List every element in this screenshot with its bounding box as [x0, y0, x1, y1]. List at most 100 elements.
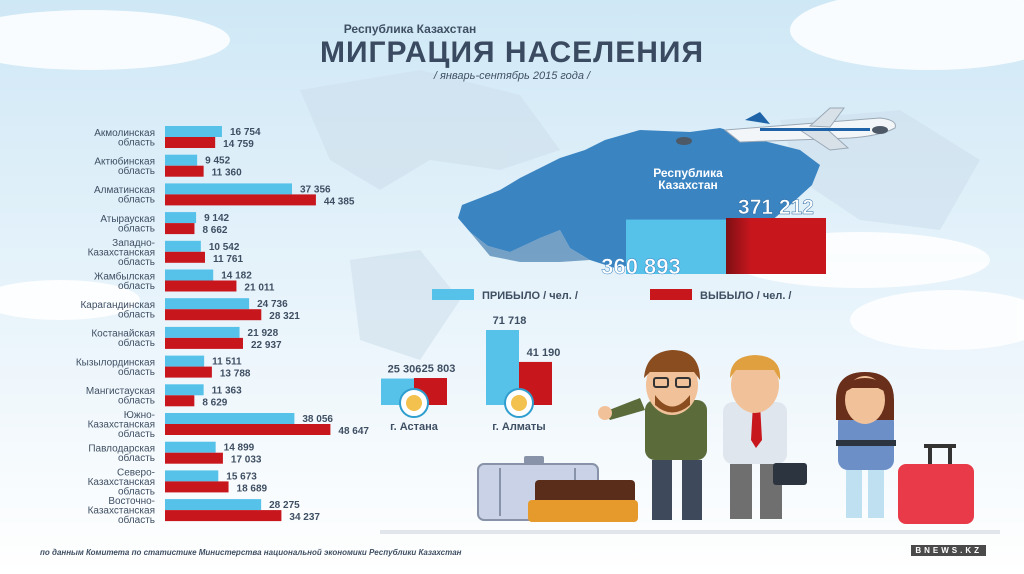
republic-bar-departed — [726, 218, 826, 274]
bar-arrived — [165, 212, 197, 224]
category-label: область — [118, 366, 155, 378]
bar-arrived — [165, 470, 219, 482]
data-label-departed: 44 385 — [324, 196, 355, 207]
category-label: область — [118, 428, 155, 440]
data-label-arrived: 21 928 — [248, 328, 279, 339]
data-label-departed: 11 761 — [213, 254, 243, 265]
bar-arrived — [165, 326, 240, 338]
cities-bar-chart: 25 306 25 803 г. Астана 71 718 41 190 г. Алма… — [381, 315, 560, 433]
category-label: Кызылординская — [76, 357, 155, 368]
data-label-arrived: 14 182 — [221, 271, 252, 282]
city-label-departed: 41 190 — [527, 347, 561, 359]
bar-arrived — [165, 298, 250, 310]
city-name: г. Алматы — [492, 421, 545, 433]
legend-label-arrived: ПРИБЫЛО / чел. / — [482, 290, 578, 302]
legend-label-departed: ВЫБЫЛО / чел. / — [700, 290, 792, 302]
bar-departed — [165, 251, 205, 263]
republic-title: Казахстан — [658, 178, 718, 192]
category-label: область — [118, 136, 155, 148]
category-label: Восточно- — [108, 496, 155, 507]
bar-departed — [165, 137, 216, 148]
bar-arrived — [165, 126, 222, 137]
bar-departed — [165, 481, 229, 493]
bar-arrived — [165, 154, 198, 166]
city-name: г. Астана — [390, 421, 439, 433]
bar-departed — [165, 395, 195, 407]
category-label: Жамбылская — [94, 270, 155, 282]
city-label-arrived: 25 306 — [388, 364, 422, 376]
category-label: Южно- — [124, 410, 155, 421]
kazakhstan-map-shadow — [470, 230, 590, 262]
luggage-pile — [477, 456, 638, 522]
data-label-arrived: 9 452 — [205, 156, 230, 167]
bnews-logo: BNEWS.KZ — [911, 545, 986, 556]
data-label-arrived: 24 736 — [257, 299, 288, 310]
data-label-departed: 14 759 — [223, 139, 254, 150]
category-label: область — [118, 395, 155, 407]
category-label: область — [118, 485, 155, 497]
category-label: Атырауская — [100, 214, 155, 225]
bar-departed — [165, 223, 195, 235]
bar-departed — [165, 366, 212, 378]
bar-arrived — [165, 183, 293, 195]
category-label: область — [118, 337, 155, 349]
legend-swatch-departed — [650, 289, 692, 300]
data-label-departed: 18 689 — [237, 483, 268, 494]
data-label-departed: 48 647 — [338, 426, 369, 437]
data-label-departed: 8 662 — [202, 225, 227, 236]
category-label: Павлодарская — [88, 443, 155, 454]
republic-label-arrived: 360 893 — [601, 254, 681, 279]
bar-departed — [165, 165, 204, 177]
data-label-departed: 17 033 — [231, 455, 262, 466]
legend: ПРИБЫЛО / чел. / ВЫБЫЛО / чел. / — [432, 289, 792, 302]
bar-departed — [165, 510, 282, 522]
airplane-icon — [676, 107, 896, 151]
bar-arrived — [165, 413, 295, 424]
bar-arrived — [165, 441, 216, 453]
bar-departed — [165, 309, 262, 321]
data-label-arrived: 10 542 — [209, 242, 240, 253]
data-label-departed: 22 937 — [251, 340, 282, 351]
category-label: область — [118, 452, 155, 464]
category-label: Западно- — [112, 238, 155, 249]
floor-line — [380, 530, 1000, 534]
page-subtitle: / январь-сентябрь 2015 года / — [433, 70, 591, 82]
category-label: Акмолинская — [94, 128, 155, 139]
man-with-glasses — [598, 350, 707, 520]
bar-arrived — [165, 384, 204, 396]
data-label-arrived: 37 356 — [300, 184, 331, 195]
category-label: Карагандинская — [80, 300, 155, 311]
data-label-departed: 34 237 — [289, 512, 320, 523]
cloud-decorations — [0, 0, 1024, 350]
data-label-departed: 13 788 — [220, 369, 251, 380]
bar-departed — [165, 424, 331, 435]
category-label: Северо- — [117, 467, 155, 478]
bar-departed — [165, 280, 237, 292]
data-label-arrived: 9 142 — [204, 213, 229, 224]
data-label-arrived: 14 899 — [224, 443, 255, 454]
city-label-departed: 25 803 — [422, 363, 456, 375]
data-label-departed: 28 321 — [269, 311, 300, 322]
category-label: Мангистауская — [86, 386, 155, 397]
category-label: область — [118, 514, 155, 526]
bar-arrived — [165, 269, 214, 281]
bar-departed — [165, 452, 223, 464]
city-emblem-center — [406, 395, 422, 411]
republic-title: Республика — [653, 166, 723, 180]
category-label: Казахстанская — [88, 247, 155, 258]
category-label: Костанайская — [91, 329, 155, 340]
data-label-departed: 11 360 — [212, 168, 242, 179]
bar-departed — [165, 337, 243, 349]
city-emblem-center — [511, 395, 527, 411]
category-label: область — [118, 256, 155, 268]
data-label-departed: 21 011 — [244, 283, 274, 294]
category-label: область — [118, 308, 155, 320]
republic-bar-arrived — [626, 219, 726, 274]
page-title: МИГРАЦИЯ НАСЕЛЕНИЯ — [319, 36, 705, 69]
category-label: Казахстанская — [88, 477, 155, 488]
data-label-arrived: 16 754 — [230, 127, 261, 138]
bar-arrived — [165, 355, 205, 367]
